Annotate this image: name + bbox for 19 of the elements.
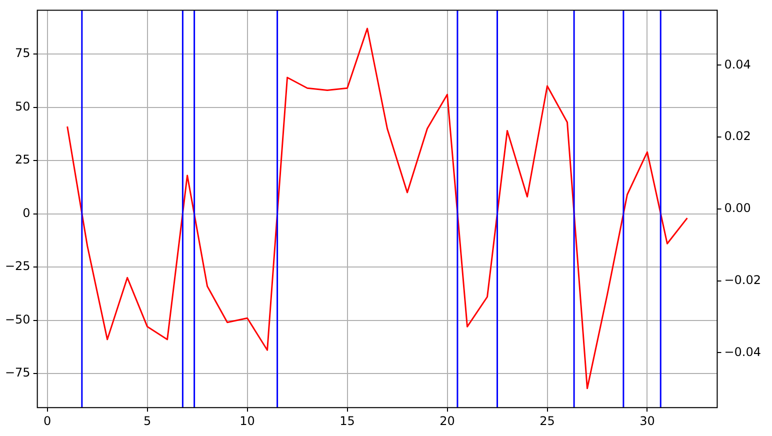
y-tick-label: 0	[22, 206, 30, 220]
y-tick-label: 25	[15, 152, 30, 167]
y2-tick-label: 0.00	[724, 201, 751, 216]
y2-tick-label: −0.04	[724, 344, 762, 359]
y2-tick-label: 0.04	[724, 57, 751, 72]
y-tick-label: 75	[15, 46, 30, 60]
y-tick-label: −75	[4, 366, 30, 380]
x-tick-label: 20	[440, 414, 455, 428]
y-tick-label: 50	[15, 99, 30, 114]
x-tick-label: 10	[240, 414, 255, 428]
x-tick-label: 0	[44, 414, 52, 428]
x-tick-label: 30	[640, 414, 655, 428]
y2-tick-label: 0.02	[724, 129, 751, 144]
y2-tick-label: −0.02	[724, 272, 762, 287]
x-tick-label: 5	[143, 414, 152, 428]
y-tick-label: −50	[4, 312, 30, 326]
x-tick-label: 15	[340, 414, 355, 428]
y-tick-label: −25	[4, 259, 30, 274]
x-tick-label: 25	[540, 414, 555, 428]
